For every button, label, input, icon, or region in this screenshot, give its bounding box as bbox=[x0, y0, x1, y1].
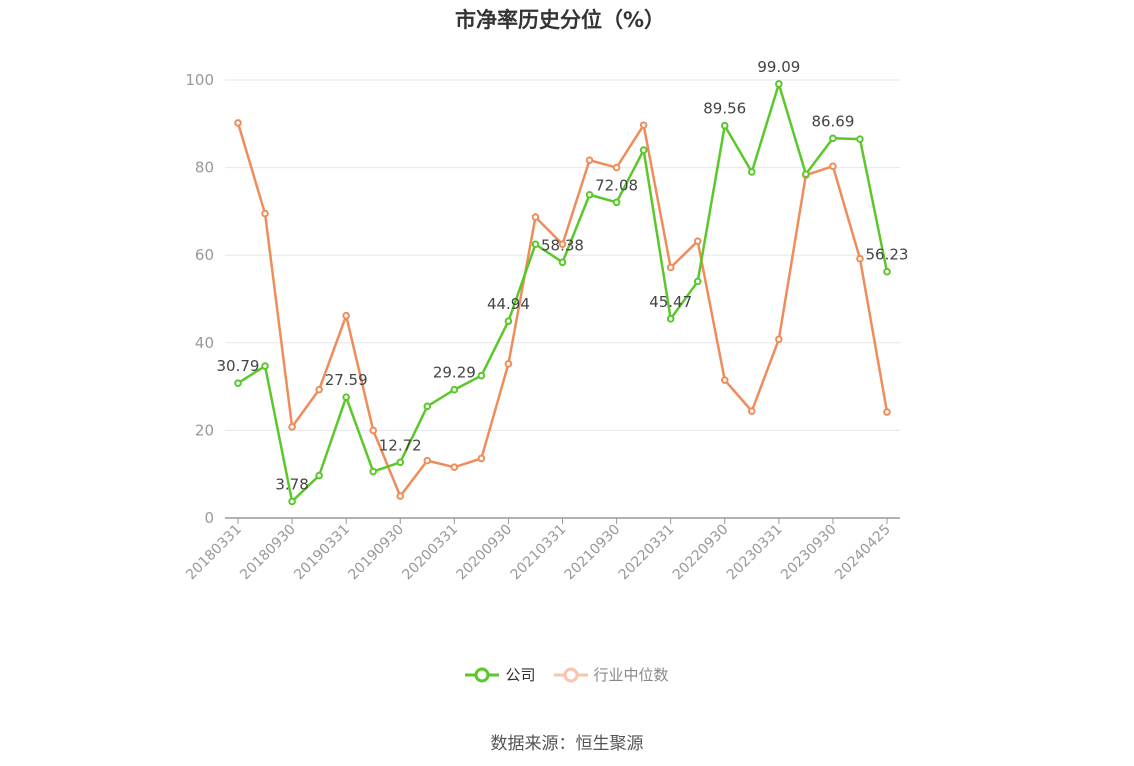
data-point-company bbox=[666, 315, 675, 323]
data-label: 27.59 bbox=[325, 371, 368, 389]
x-tick-label: 20200930 bbox=[454, 522, 516, 584]
data-point-industry-median bbox=[531, 213, 540, 221]
data-point-company bbox=[396, 458, 405, 467]
data-label: 72.08 bbox=[595, 176, 638, 194]
data-point-industry-median bbox=[504, 360, 513, 368]
legend-company-label: 公司 bbox=[505, 666, 536, 684]
x-tick-label: 20230930 bbox=[778, 522, 840, 584]
x-tick-label: 20210331 bbox=[508, 522, 570, 584]
data-point-industry-median bbox=[450, 463, 459, 471]
data-point-company bbox=[829, 134, 837, 143]
legend-company-marker-icon bbox=[465, 667, 500, 682]
chart-legend: 公司 行业中位数 bbox=[0, 664, 1134, 685]
data-point-company bbox=[639, 146, 648, 154]
data-point-company bbox=[423, 402, 432, 411]
data-point-company bbox=[585, 190, 594, 199]
data-point-company bbox=[315, 471, 323, 480]
data-point-industry-median bbox=[883, 408, 891, 416]
x-tick-label: 20190930 bbox=[345, 522, 407, 584]
data-point-industry-median bbox=[261, 209, 269, 218]
data-point-industry-median bbox=[856, 254, 864, 263]
data-point-industry-median bbox=[775, 335, 783, 344]
data-point-industry-median bbox=[369, 426, 378, 435]
data-labels: 30.79 3.78 27.59 12.72 29.29 44.94 58.38 72.08 4… bbox=[217, 58, 909, 493]
data-point-industry-median bbox=[829, 162, 837, 171]
series-line-company bbox=[237, 82, 889, 503]
y-tick-label: 80 bbox=[195, 159, 214, 177]
data-point-company bbox=[802, 170, 810, 178]
x-tick-label: 20230331 bbox=[724, 522, 786, 584]
data-point-company bbox=[288, 497, 296, 506]
data-label: 56.23 bbox=[866, 246, 909, 264]
data-label: 58.38 bbox=[541, 236, 584, 254]
data-point-company bbox=[720, 121, 729, 130]
data-label: 3.78 bbox=[275, 475, 308, 493]
data-point-industry-median bbox=[396, 492, 405, 500]
data-source-note: 数据来源：恒生聚源 bbox=[490, 734, 644, 754]
y-tick-label: 60 bbox=[195, 246, 214, 264]
x-tick-label: 20180331 bbox=[183, 522, 245, 584]
data-point-company bbox=[693, 277, 702, 286]
axes: 0 20 40 60 80 100 2018033120180930201903312019… bbox=[183, 71, 900, 583]
data-point-company bbox=[261, 362, 269, 370]
x-tick-label: 20220331 bbox=[616, 522, 678, 584]
x-tick-label: 20200331 bbox=[399, 522, 461, 584]
data-point-industry-median bbox=[342, 311, 350, 320]
data-point-company bbox=[558, 258, 567, 267]
x-tick-label: 20210930 bbox=[562, 522, 624, 584]
data-point-industry-median bbox=[747, 407, 756, 415]
data-point-industry-median bbox=[288, 423, 296, 431]
data-point-company bbox=[504, 317, 513, 325]
legend-item-industry-median[interactable]: 行业中位数 bbox=[553, 664, 669, 685]
x-tick-label: 20240425 bbox=[832, 522, 894, 584]
data-label: 30.79 bbox=[217, 357, 260, 375]
data-label: 12.72 bbox=[379, 436, 422, 454]
data-point-company bbox=[775, 80, 783, 88]
data-label: 89.56 bbox=[703, 100, 746, 118]
legend-item-company[interactable]: 公司 bbox=[465, 664, 536, 685]
data-point-industry-median bbox=[693, 237, 702, 245]
data-point-industry-median bbox=[558, 240, 567, 249]
data-label: 86.69 bbox=[811, 112, 854, 130]
data-point-industry-median bbox=[666, 263, 675, 272]
data-label: 99.09 bbox=[757, 58, 800, 76]
data-label: 44.94 bbox=[487, 295, 530, 313]
data-point-company bbox=[856, 135, 864, 143]
y-tick-label: 0 bbox=[204, 509, 214, 527]
data-point-company bbox=[234, 379, 242, 387]
data-point-company bbox=[450, 385, 459, 394]
data-point-industry-median bbox=[639, 121, 648, 129]
data-point-company bbox=[612, 198, 621, 207]
data-point-industry-median bbox=[234, 119, 242, 127]
legend-industry-marker-icon bbox=[553, 667, 588, 682]
data-point-industry-median bbox=[720, 376, 729, 384]
data-point-industry-median bbox=[612, 163, 621, 172]
y-tick-label: 20 bbox=[195, 421, 214, 439]
data-point-industry-median bbox=[477, 454, 486, 463]
y-tick-label: 100 bbox=[185, 71, 214, 89]
series-line-industry-median bbox=[236, 122, 889, 498]
data-point-industry-median bbox=[585, 156, 594, 164]
data-point-company bbox=[477, 371, 486, 380]
data-label: 29.29 bbox=[433, 364, 476, 382]
data-point-company bbox=[747, 168, 756, 176]
data-point-company bbox=[342, 393, 350, 401]
data-point-company bbox=[531, 240, 540, 249]
data-point-industry-median bbox=[315, 385, 323, 394]
x-tick-label: 20190331 bbox=[291, 522, 353, 584]
data-label: 45.47 bbox=[649, 293, 692, 311]
legend-industry-median-label: 行业中位数 bbox=[593, 666, 669, 684]
data-point-industry-median bbox=[423, 456, 432, 465]
x-tick-label: 20220930 bbox=[670, 522, 732, 584]
data-point-company bbox=[883, 267, 891, 276]
chart-title: 市净率历史分位（%） bbox=[454, 8, 666, 32]
x-tick-label: 20180930 bbox=[237, 522, 299, 584]
series-lines bbox=[234, 80, 891, 506]
data-point-company bbox=[369, 467, 378, 476]
y-tick-label: 40 bbox=[195, 334, 214, 352]
